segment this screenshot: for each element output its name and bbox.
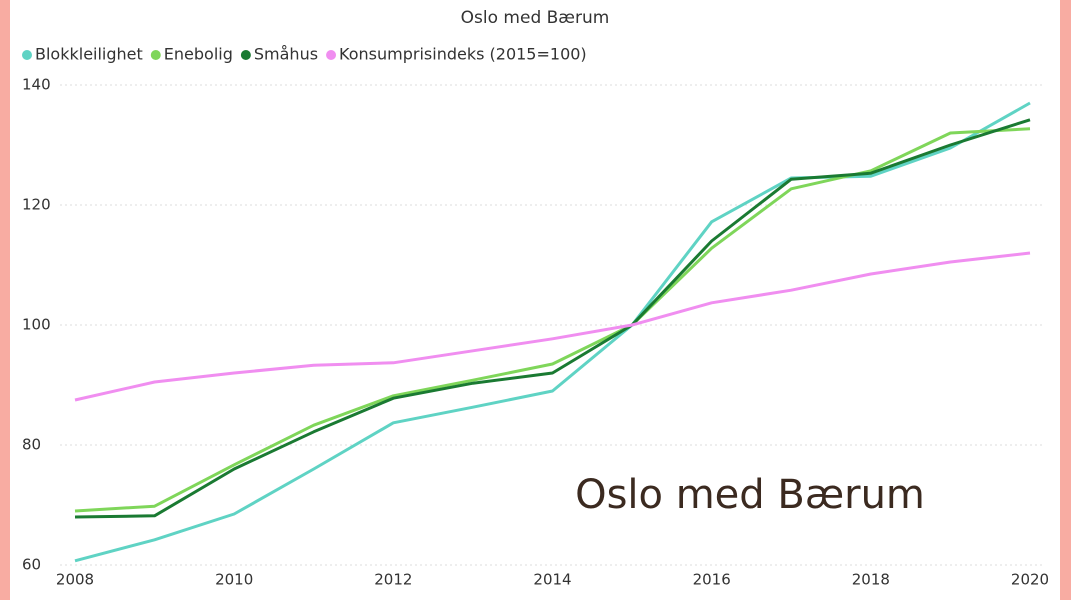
legend-marker (22, 50, 32, 60)
x-tick-label: 2018 (852, 571, 890, 589)
annotation: Oslo med Bærum (575, 472, 925, 518)
line (74, 251, 1031, 402)
legend-marker (240, 50, 251, 60)
line (74, 101, 1031, 563)
y-tick-label: 120 (22, 196, 51, 214)
x-tick-label: 2008 (56, 571, 94, 589)
chart-title: Oslo med Bærum (461, 8, 610, 28)
legend-label: Småhus (254, 45, 318, 64)
panel (10, 0, 1060, 600)
legend-label: Konsumprisindeks (2015=100) (339, 45, 587, 64)
y-tick-label: 60 (22, 556, 41, 574)
legend-label: Enebolig (164, 45, 233, 64)
x-tick-label: 2014 (533, 571, 571, 589)
x-tick-label: 2020 (1011, 571, 1049, 589)
legend-marker (150, 50, 161, 60)
legend-label: Blokkleilighet (35, 45, 143, 64)
x-tick-label: 2016 (693, 571, 731, 589)
x-tick-label: 2010 (215, 571, 253, 589)
y-tick-label: 140 (22, 76, 51, 94)
x-tick-label: 2012 (374, 571, 412, 589)
line (74, 118, 1031, 519)
y-tick-label: 80 (22, 436, 41, 454)
line (74, 127, 1031, 513)
legend-marker (326, 50, 337, 60)
legend: Blokkleilighet Enebolig Småhus Konsumprisin… (22, 45, 587, 64)
y-tick-label: 100 (22, 316, 51, 334)
